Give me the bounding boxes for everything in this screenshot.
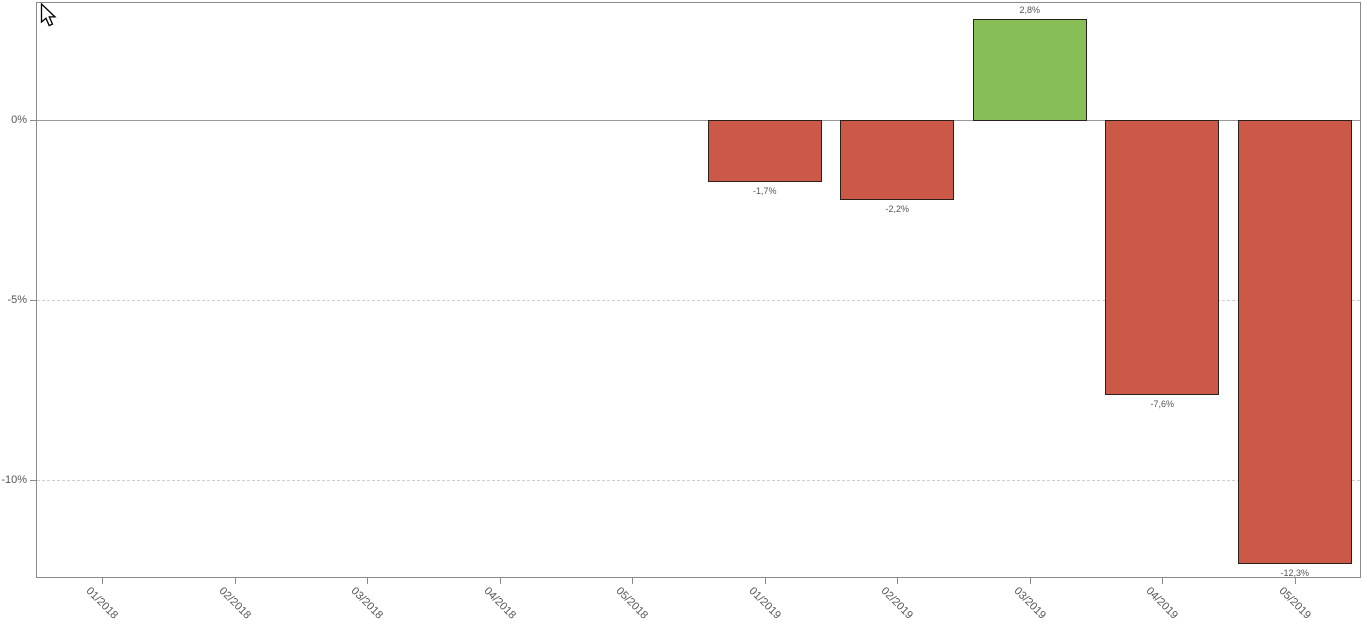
y-axis-label: -10% [1,474,27,486]
bar-value-label: -1,7% [752,186,777,197]
y-axis-label: 0% [11,114,27,126]
x-axis-tick [499,578,501,584]
x-axis-label: 01/2018 [83,585,121,622]
x-axis-tick [102,578,104,584]
y-axis-tick [30,120,36,121]
mouse-cursor-arrow-icon [40,3,57,27]
bar-05-2019[interactable] [1237,120,1352,564]
y-axis-tick [30,300,36,301]
x-axis-tick [234,578,236,584]
x-axis-tick [1029,578,1031,584]
bar-03-2019[interactable] [972,19,1087,121]
x-axis-label: 02/2018 [216,585,253,622]
zero-axis-line [36,120,1361,121]
x-axis-tick [1294,578,1296,584]
bar-04-2019[interactable] [1105,120,1220,395]
x-axis-tick [1162,578,1164,584]
plot-area-frame [36,2,1361,578]
x-axis-tick [367,578,369,584]
gridline [37,480,1360,481]
x-axis-label: 05/2018 [613,585,651,622]
y-axis-label: -5% [7,294,27,306]
x-axis-tick [632,578,634,584]
x-axis-label: 04/2019 [1143,585,1181,622]
x-axis-label: 05/2019 [1276,585,1313,622]
x-axis-tick [897,578,899,584]
x-axis-label: 03/2018 [348,585,386,622]
bar-value-label: -12,3% [1280,567,1310,578]
x-axis-label: 03/2019 [1011,585,1048,622]
y-axis-tick [30,480,36,481]
bar-value-label: 2,8% [1019,5,1040,16]
x-axis-label: 04/2018 [481,585,518,622]
bar-02-2019[interactable] [840,120,955,201]
x-axis-label: 01/2019 [746,585,783,622]
bar-value-label: -7,6% [1150,398,1174,409]
x-axis-label: 02/2019 [878,585,916,622]
gridline [37,300,1360,301]
bar-value-label: -2,2% [885,204,909,215]
x-axis-tick [764,578,766,584]
bar-01-2019[interactable] [707,120,822,183]
